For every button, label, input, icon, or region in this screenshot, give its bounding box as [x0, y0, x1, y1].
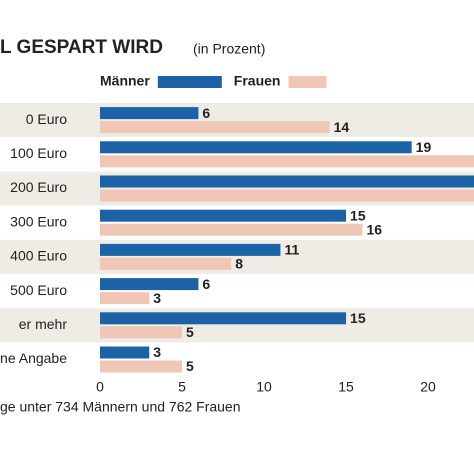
value-label: 8	[235, 256, 243, 272]
legend-label: Frauen	[234, 73, 281, 89]
bar	[100, 360, 183, 373]
bar	[100, 107, 199, 120]
value-label: 11	[284, 242, 299, 258]
legend-swatch	[288, 76, 327, 88]
y-tick-label: er mehr	[19, 316, 68, 332]
x-tick-label: 20	[420, 379, 436, 395]
bar	[100, 209, 347, 222]
y-tick-label: 400 Euro	[10, 248, 67, 264]
bar	[100, 257, 232, 270]
x-tick-label: 5	[178, 379, 186, 395]
chart-subtitle: (in Prozent)	[193, 41, 265, 57]
legend-swatch	[157, 76, 222, 88]
bar	[100, 155, 474, 168]
value-label: 3	[153, 344, 161, 360]
legend-label: Männer	[100, 73, 150, 89]
bar	[100, 312, 347, 325]
y-tick-label: 300 Euro	[10, 213, 67, 229]
note: ge unter 734 Männern und 762 Frauen	[0, 399, 241, 415]
x-tick-label: 10	[256, 379, 272, 395]
x-tick-label: 15	[338, 379, 354, 395]
value-label: 15	[350, 207, 366, 223]
bar	[100, 326, 183, 339]
bar	[100, 223, 363, 236]
value-label: 6	[202, 276, 210, 292]
y-tick-label: 200 Euro	[10, 179, 67, 195]
y-tick-label: 100 Euro	[10, 145, 67, 161]
bar	[100, 278, 199, 291]
x-tick-label: 0	[96, 379, 104, 395]
y-tick-label: 500 Euro	[10, 282, 67, 298]
value-label: 5	[186, 324, 194, 340]
bar	[100, 175, 474, 188]
row-backgrounds	[0, 103, 474, 343]
y-tick-label: eine Angabe	[0, 350, 67, 366]
bar	[100, 121, 330, 134]
value-label: 14	[334, 119, 350, 135]
y-tick-label: 0 Euro	[26, 111, 67, 127]
value-label: 6	[202, 105, 210, 121]
value-label: 19	[416, 139, 432, 155]
value-label: 16	[366, 221, 382, 237]
bar	[100, 346, 150, 359]
value-label: 3	[153, 290, 161, 306]
bar	[100, 141, 412, 154]
value-label: 15	[350, 310, 366, 326]
bar	[100, 292, 150, 305]
chart-title: L GESPART WIRD	[0, 37, 163, 58]
bar	[100, 189, 474, 202]
value-label: 5	[186, 358, 194, 374]
bar	[100, 243, 281, 256]
